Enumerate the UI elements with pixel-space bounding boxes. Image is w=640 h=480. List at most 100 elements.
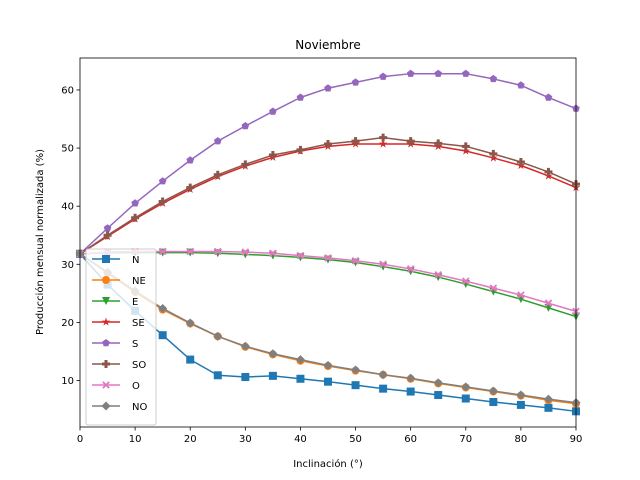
y-tick-label: 20 xyxy=(61,318,74,329)
data-point xyxy=(296,93,305,101)
data-point xyxy=(379,133,388,142)
data-point xyxy=(241,373,250,382)
legend-item-ne: NE xyxy=(92,276,146,287)
y-tick-label: 60 xyxy=(61,85,74,96)
data-point xyxy=(516,400,525,409)
data-point xyxy=(323,360,333,370)
legend-marker xyxy=(102,381,110,389)
y-tick-label: 50 xyxy=(61,144,74,155)
series-o xyxy=(76,247,580,316)
data-point xyxy=(186,355,195,364)
data-point xyxy=(295,355,305,365)
legend-item-o: O xyxy=(92,381,140,392)
data-point xyxy=(351,137,360,146)
data-point xyxy=(351,78,360,86)
series-s xyxy=(76,69,580,258)
legend-label: NO xyxy=(132,402,147,413)
data-point xyxy=(324,377,332,386)
data-point xyxy=(434,270,443,279)
x-tick-label: 60 xyxy=(404,434,417,445)
data-point xyxy=(406,137,415,146)
legend-item-so: SO xyxy=(92,360,146,371)
legend-marker xyxy=(101,317,111,326)
data-point xyxy=(488,386,498,396)
x-tick-label: 70 xyxy=(459,434,472,445)
data-point xyxy=(461,394,470,403)
data-point xyxy=(103,231,112,240)
data-point xyxy=(489,149,498,158)
legend-label: S xyxy=(132,339,138,350)
data-point xyxy=(516,390,526,400)
legend-box xyxy=(85,248,157,426)
data-point xyxy=(213,247,222,256)
data-point xyxy=(406,265,415,273)
data-point xyxy=(379,384,388,393)
data-point xyxy=(268,151,277,160)
legend-item-e: E xyxy=(92,297,138,308)
legend-marker xyxy=(102,276,110,284)
data-point xyxy=(378,139,388,148)
data-point xyxy=(406,373,416,383)
data-point xyxy=(433,378,443,388)
legend-marker xyxy=(102,297,110,305)
data-point xyxy=(241,160,250,169)
plot-frame xyxy=(79,57,577,428)
data-point xyxy=(461,69,470,77)
data-point xyxy=(517,291,525,299)
x-tick-label: 30 xyxy=(239,434,252,445)
legend-item-s: S xyxy=(92,339,138,350)
chart-title: Noviembre xyxy=(295,38,361,52)
data-point xyxy=(378,370,388,380)
data-point xyxy=(240,341,250,351)
data-point xyxy=(544,299,553,308)
legend-marker xyxy=(101,401,111,411)
legend-marker xyxy=(102,255,110,263)
legend-label: SO xyxy=(132,360,146,371)
data-point xyxy=(544,167,553,176)
legend-item-no: NO xyxy=(92,401,147,413)
data-point xyxy=(213,170,222,179)
data-point xyxy=(158,177,167,185)
y-tick-label: 40 xyxy=(61,202,74,213)
y-tick-label: 10 xyxy=(61,376,74,387)
legend-label: SE xyxy=(132,318,145,329)
data-point xyxy=(185,318,195,328)
data-point xyxy=(324,140,332,149)
legend-label: E xyxy=(132,297,138,308)
data-point xyxy=(351,257,360,265)
legend-item-n: N xyxy=(92,255,139,266)
data-point xyxy=(406,387,415,396)
x-tick-label: 80 xyxy=(515,434,528,445)
data-point xyxy=(351,381,360,390)
x-tick-label: 0 xyxy=(77,434,83,445)
legend-label: NE xyxy=(132,276,146,287)
data-point xyxy=(186,247,195,256)
legend-label: O xyxy=(132,381,140,392)
data-point xyxy=(461,146,471,155)
data-point xyxy=(489,398,498,407)
y-axis-label: Producción mensual normalizada (%) xyxy=(34,149,46,335)
legend: N NE E SE S SO O NO xyxy=(85,248,157,426)
legend-item-se: SE xyxy=(92,317,145,329)
data-point xyxy=(158,247,167,256)
data-point xyxy=(544,403,553,412)
data-point xyxy=(324,254,332,262)
data-point xyxy=(406,69,415,77)
data-point xyxy=(186,183,195,192)
data-point xyxy=(269,249,277,258)
data-point xyxy=(461,142,470,151)
data-point xyxy=(158,303,168,313)
legend-marker xyxy=(102,339,110,347)
data-point xyxy=(241,121,250,130)
x-tick-label: 40 xyxy=(294,434,307,445)
data-point xyxy=(434,139,443,148)
data-point xyxy=(434,391,443,400)
data-point xyxy=(131,199,139,207)
data-point xyxy=(544,93,553,101)
data-point xyxy=(268,349,278,359)
data-point xyxy=(489,284,498,292)
data-point xyxy=(379,260,387,269)
data-point xyxy=(516,158,525,167)
data-point xyxy=(241,248,250,256)
